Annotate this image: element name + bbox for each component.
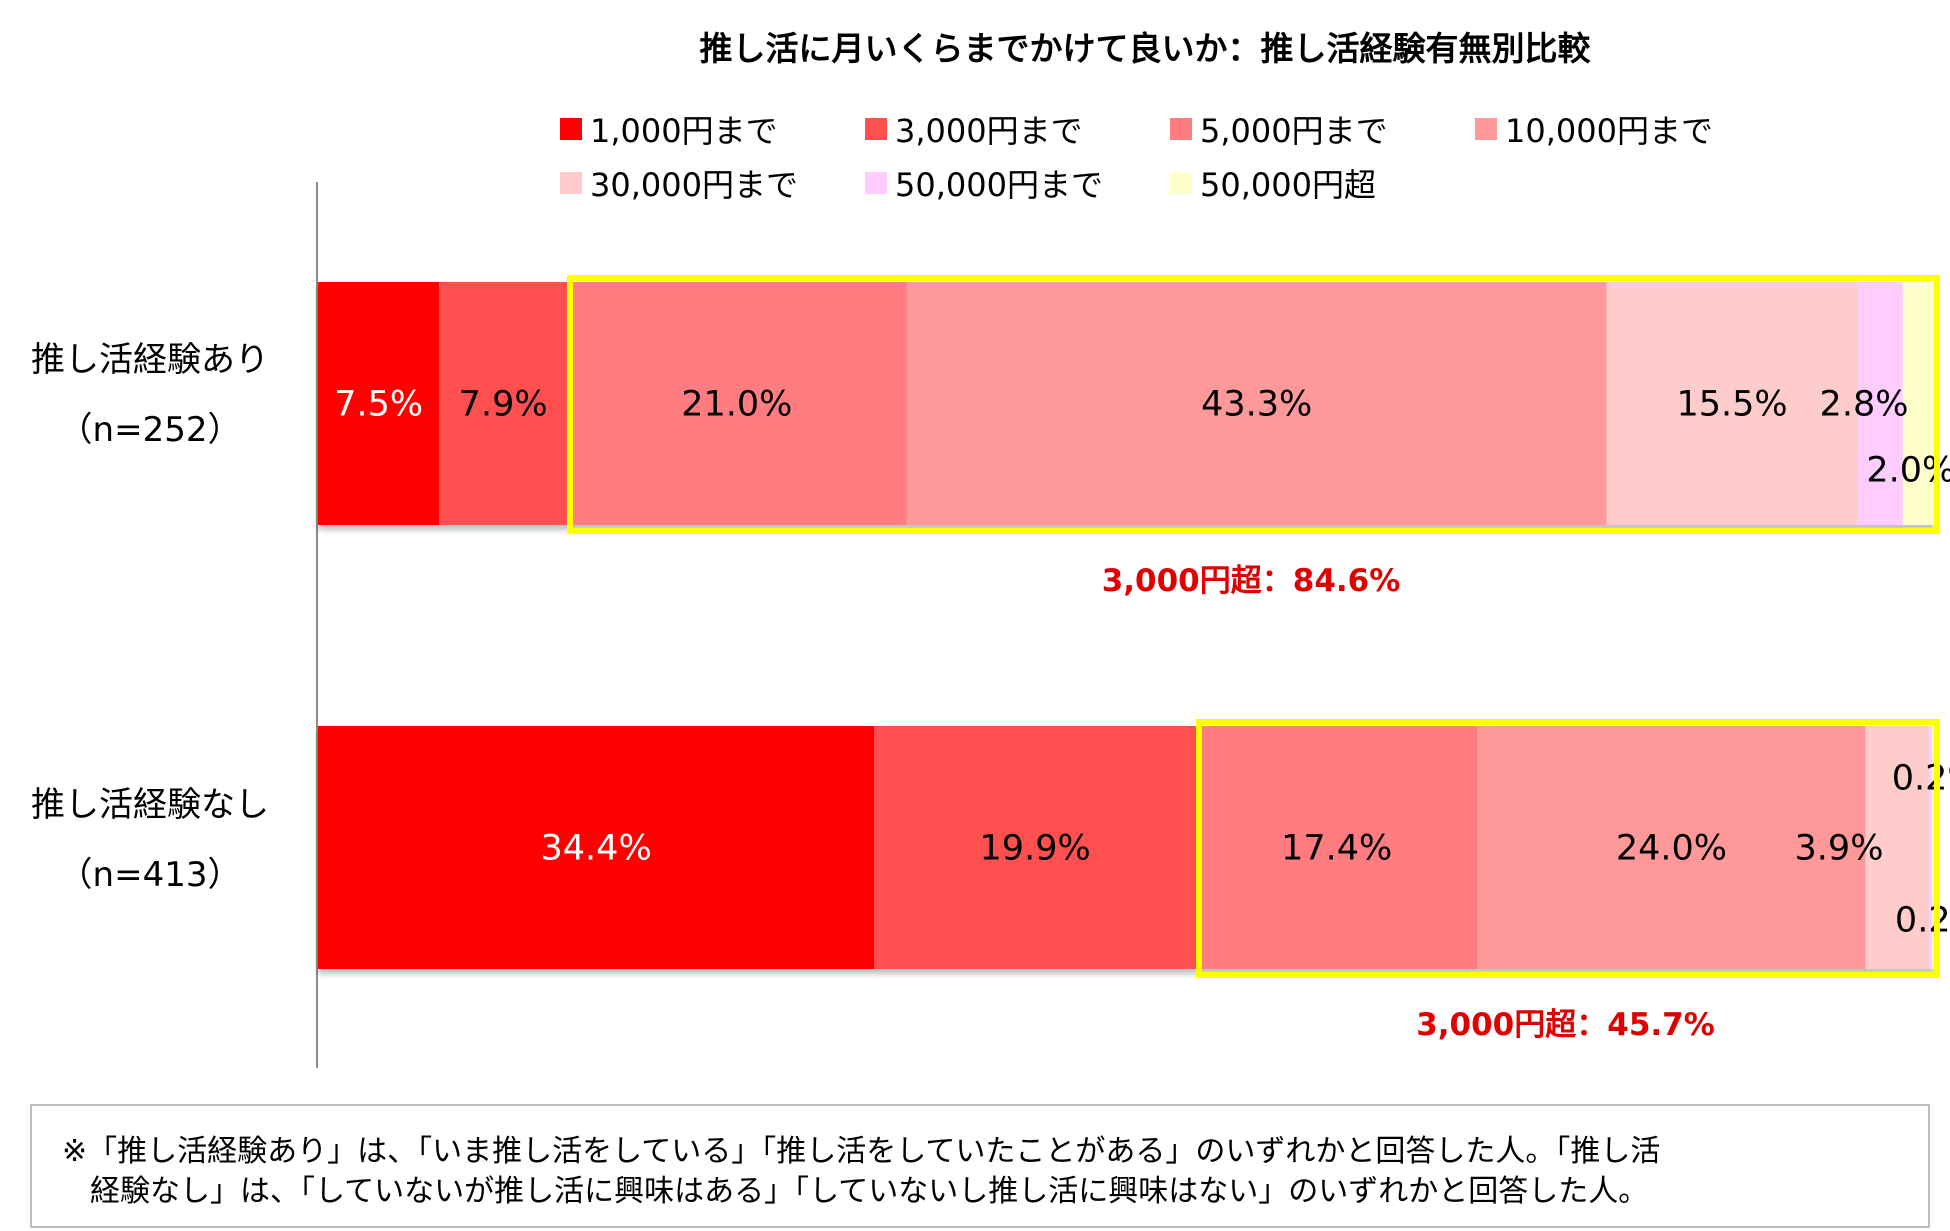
bar-segment bbox=[1865, 726, 1929, 969]
legend-item: 3,000円まで bbox=[865, 106, 1083, 152]
legend-item: 30,000円まで bbox=[560, 160, 798, 206]
bar-value-label: 7.9% bbox=[459, 385, 548, 425]
bar-value-label: 17.4% bbox=[1281, 829, 1392, 869]
legend-swatch bbox=[1475, 118, 1497, 140]
bar-value-label: 19.9% bbox=[980, 829, 1091, 869]
bar-segment bbox=[1477, 726, 1866, 969]
legend-item: 50,000円超 bbox=[1170, 160, 1376, 206]
legend-label: 1,000円まで bbox=[590, 112, 778, 150]
category-name: 推し活経験あり bbox=[31, 340, 269, 380]
bar-segment bbox=[1902, 282, 1935, 525]
legend-item: 50,000円まで bbox=[865, 160, 1103, 206]
bar-segment bbox=[1606, 282, 1858, 525]
bar-value-label: 2.8% bbox=[1820, 385, 1909, 425]
footnote-box: ※「推し活経験あり」は、「いま推し活をしている」「推し活をしていたことがある」の… bbox=[30, 1104, 1930, 1228]
legend-swatch bbox=[865, 172, 887, 194]
bar-segment bbox=[1196, 726, 1478, 969]
bar-value-label: 3.9% bbox=[1795, 829, 1884, 869]
bar-segment bbox=[1931, 726, 1935, 969]
bar-segment bbox=[318, 282, 440, 525]
bar-value-label: 24.0% bbox=[1616, 829, 1727, 869]
bar-value-label: 15.5% bbox=[1676, 385, 1787, 425]
bar-value-label: 34.4% bbox=[541, 829, 652, 869]
legend-swatch bbox=[865, 118, 887, 140]
bar-value-label: 43.3% bbox=[1201, 385, 1312, 425]
legend-swatch bbox=[560, 172, 582, 194]
legend-swatch bbox=[1170, 118, 1192, 140]
legend-item: 10,000円まで bbox=[1475, 106, 1713, 152]
legend-item: 5,000円まで bbox=[1170, 106, 1388, 152]
highlight-box bbox=[567, 275, 1941, 534]
bar-segment bbox=[1928, 726, 1932, 969]
chart-title: 推し活に月いくらまでかけて良いか：推し活経験有無別比較 bbox=[699, 29, 1591, 68]
legend-label: 50,000円超 bbox=[1200, 166, 1376, 204]
category-name: 推し活経験なし bbox=[31, 785, 269, 825]
bar-value-label: 0.2% bbox=[1895, 901, 1950, 941]
bar-segment bbox=[567, 282, 907, 525]
footnote-line-1: ※「推し活経験あり」は、「いま推し活をしている」「推し活をしていたことがある」の… bbox=[62, 1134, 1661, 1169]
highlight-box bbox=[1196, 719, 1940, 978]
footnote-line-2: 経験なし」は、「していないが推し活に興味はある」「していないし推し活に興味はない… bbox=[90, 1174, 1649, 1209]
category-label-inexperienced: 推し活経験なし （n=413） bbox=[0, 770, 300, 910]
bar-segment bbox=[874, 726, 1197, 969]
category-axis-line bbox=[316, 182, 318, 1068]
legend-label: 10,000円まで bbox=[1505, 112, 1713, 150]
legend: 1,000円まで 3,000円まで 5,000円まで 10,000円まで 30,000円… bbox=[0, 0, 1950, 220]
highlight-label: 3,000円超：45.7% bbox=[1416, 1007, 1715, 1043]
highlight-label: 3,000円超：84.6% bbox=[1101, 563, 1401, 599]
category-sample-size: （n=413） bbox=[58, 855, 242, 895]
legend-label: 3,000円まで bbox=[895, 112, 1083, 150]
bar-value-label: 21.0% bbox=[681, 385, 792, 425]
legend-item: 1,000円まで bbox=[560, 106, 778, 152]
bar-value-label: 7.5% bbox=[334, 385, 423, 425]
bar-group bbox=[318, 282, 1935, 525]
bar-segment bbox=[318, 726, 875, 969]
bar-segment bbox=[1857, 282, 1903, 525]
category-label-experienced: 推し活経験あり （n=252） bbox=[0, 325, 300, 465]
bar-group bbox=[318, 726, 1935, 969]
category-sample-size: （n=252） bbox=[58, 410, 242, 450]
bar-segment bbox=[439, 282, 568, 525]
legend-swatch bbox=[560, 118, 582, 140]
legend-swatch bbox=[1170, 172, 1192, 194]
legend-label: 50,000円まで bbox=[895, 166, 1103, 204]
legend-label: 30,000円まで bbox=[590, 166, 798, 204]
bar-value-label: 0.2% bbox=[1892, 759, 1950, 799]
bar-segment bbox=[906, 282, 1607, 525]
legend-label: 5,000円まで bbox=[1200, 112, 1388, 150]
